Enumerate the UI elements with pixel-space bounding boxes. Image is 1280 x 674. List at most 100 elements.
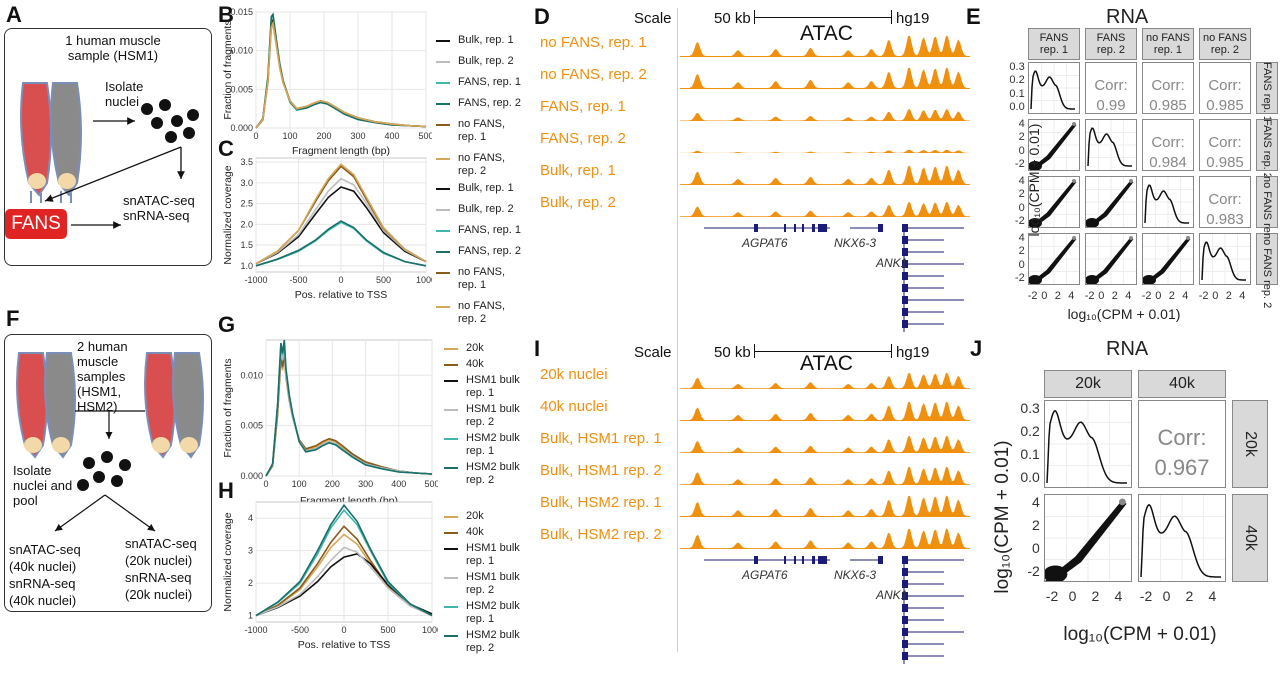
correlation-cell: Corr: 0.983 — [1199, 176, 1251, 228]
x-tick-label: 300 — [358, 479, 373, 489]
x-tick-label: -2 — [1198, 290, 1209, 302]
row-strip-label: 40k — [1242, 525, 1259, 551]
legend-label: HSM2 bulk rep. 2 — [466, 461, 520, 486]
y-tick-label: 4 — [1032, 494, 1040, 511]
x-tick-label: 0 — [1155, 290, 1162, 302]
y-tick-label: 0.1 — [1009, 87, 1025, 100]
legend-label: 40k — [466, 358, 484, 370]
panel-label-a: A — [6, 2, 22, 27]
cell-plot — [1085, 234, 1136, 285]
plot-area — [255, 11, 427, 129]
series-line — [255, 546, 433, 617]
x-tick-label: 1000 — [416, 275, 432, 285]
y-tick-label: 0.010 — [230, 46, 253, 56]
assay-text-f-right: snATAC-seq (20k nuclei) snRNA-seq (20k n… — [125, 536, 197, 602]
legend-swatch — [444, 380, 458, 382]
y-tick-label: 0.000 — [240, 471, 263, 481]
series-line — [255, 186, 427, 265]
legend-swatch — [436, 306, 450, 308]
exon — [902, 248, 908, 256]
density-curve — [1140, 503, 1221, 578]
legend-entry: 20k — [444, 342, 530, 355]
exon — [802, 556, 804, 564]
legend-swatch — [436, 82, 450, 84]
y-tick-label: 2 — [1018, 188, 1025, 201]
muscle-illustration-a — [20, 82, 82, 203]
legend-label: HSM1 bulk rep. 1 — [466, 542, 520, 567]
scatter-cloud — [1143, 238, 1191, 284]
exon — [784, 224, 786, 232]
scatter-cell — [1043, 494, 1132, 583]
corr-text: Corr: 0.967 — [1139, 423, 1225, 482]
row-strip: no FANS rep. 1 — [1256, 176, 1278, 251]
signal-track — [680, 372, 970, 389]
correlation-cell: Corr: 0.985 — [1142, 62, 1194, 114]
legend-entry: no FANS, rep. 2 — [436, 152, 522, 178]
density-curve — [1144, 184, 1189, 224]
y-tick-label: 0.0 — [1009, 101, 1025, 114]
cell-plot — [1085, 177, 1136, 228]
browser-d-scalebar — [754, 10, 892, 24]
scatter-cluster — [1085, 218, 1099, 228]
y-tick-label: 4 — [248, 513, 253, 523]
x-tick-label: -2 — [1139, 588, 1153, 604]
rna-j-ylabel: log₁₀(CPM + 0.01) — [992, 440, 1013, 594]
legend-entry: HSM1 bulk rep. 2 — [444, 571, 530, 597]
scatter-cell — [1085, 176, 1137, 228]
muscle-illustration-f-right — [144, 352, 204, 459]
signal-area — [680, 109, 970, 121]
signal-track — [680, 109, 970, 121]
y-tick-label: 0.3 — [1020, 400, 1040, 417]
track-label: Bulk, rep. 2 — [540, 194, 616, 211]
exon — [902, 592, 908, 600]
y-tick-label: 2 — [248, 578, 253, 588]
signal-track — [680, 495, 970, 517]
x-tick-label: 0 — [341, 625, 346, 635]
y-tick-label: 4 — [1018, 231, 1025, 244]
y-tick-label: 0.010 — [240, 370, 263, 380]
row-strip-label: no FANS rep. 2 — [1261, 233, 1273, 309]
legend-label: FANS, rep. 2 — [458, 245, 521, 257]
exon — [902, 616, 908, 624]
scatter-cloud — [1086, 238, 1134, 284]
density-curve — [1201, 241, 1246, 281]
cell-plot — [1029, 63, 1079, 113]
cell-plot — [1086, 120, 1136, 170]
y-tick-label: -2 — [1014, 215, 1025, 228]
corr-text: Corr: 0.985 — [1200, 76, 1250, 117]
x-axis-label: Pos. relative to TSS — [298, 639, 391, 650]
corr-value: 0.985 — [1149, 97, 1187, 115]
legend-entry: 40k — [444, 526, 530, 539]
exon — [902, 284, 908, 292]
legend-entry: FANS, rep. 2 — [436, 245, 522, 258]
legend-swatch — [444, 635, 458, 637]
legend-entry: Bulk, rep. 2 — [436, 55, 522, 68]
corr-text: Corr: 0.984 — [1143, 133, 1193, 174]
signal-track — [680, 435, 970, 453]
series-line — [255, 508, 433, 617]
signal-area — [680, 466, 970, 485]
y-tick-label: 0.0 — [1020, 469, 1040, 486]
chart-h: -1000 -500 0 500 1000 1 2 3 4 Pos. relative to TS… — [222, 501, 438, 650]
correlation-cell: Corr: 0.99 — [1085, 62, 1137, 114]
track-label: no FANS, rep. 1 — [540, 34, 647, 51]
exon — [902, 260, 908, 268]
browser-i-scalebar-label: 50 kb — [714, 344, 751, 361]
browser-i-genome: hg19 — [896, 344, 930, 361]
corr-text: Corr: 0.99 — [1086, 76, 1136, 117]
scatter-cluster — [1028, 161, 1042, 171]
gene-label: AGPAT6 — [742, 568, 788, 582]
x-tick-label: 4 — [1239, 290, 1246, 302]
legend-swatch — [436, 124, 450, 126]
legend-swatch — [436, 251, 450, 253]
series-line — [255, 525, 433, 617]
signal-track — [680, 149, 970, 153]
legend-h: 20k 40k HSM1 bulk rep. 1 HSM1 bulk rep. 2 HS… — [444, 510, 530, 658]
legend-entry: Bulk, rep. 1 — [436, 34, 522, 47]
row-strip: no FANS rep. 2 — [1256, 233, 1278, 309]
panel-label-i: I — [534, 336, 541, 361]
corr-text: Corr: 0.983 — [1200, 190, 1250, 231]
y-axis-label: Fraction of fragments — [222, 20, 234, 119]
legend-entry: 20k — [444, 510, 530, 523]
legend-label: FANS, rep. 2 — [458, 97, 521, 109]
